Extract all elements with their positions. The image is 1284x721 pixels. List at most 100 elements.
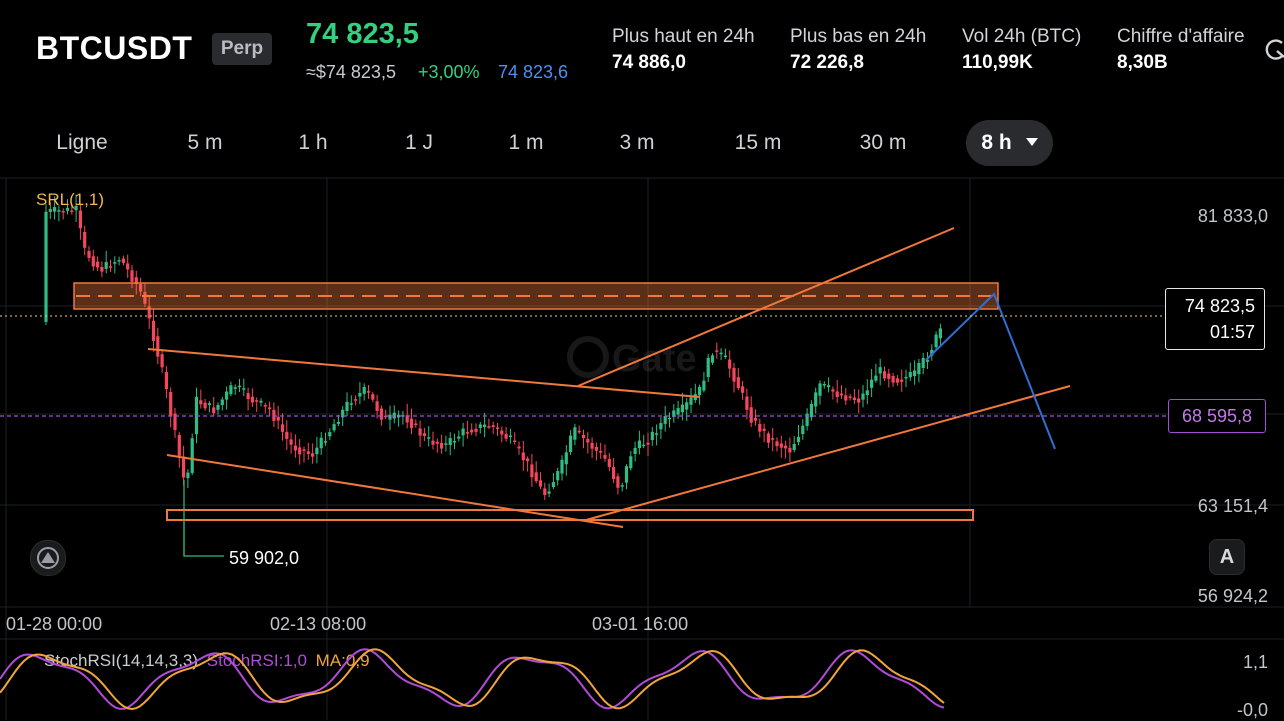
candle-body xyxy=(139,284,143,292)
lower-descending-trendline[interactable] xyxy=(166,454,624,528)
candle-body xyxy=(263,405,267,407)
candle-body xyxy=(534,472,538,482)
candle-body xyxy=(126,263,130,270)
candle-body xyxy=(143,292,147,304)
change-percent: +3,00% xyxy=(418,62,480,82)
candle-body xyxy=(177,435,181,456)
lower-channel-line[interactable] xyxy=(585,385,1071,521)
tab-3m[interactable]: 3 m xyxy=(619,131,655,154)
candle-body xyxy=(375,401,379,411)
candle-body xyxy=(809,403,813,418)
candle-body xyxy=(667,417,672,420)
candle-body xyxy=(164,372,168,390)
candle-body xyxy=(882,371,887,379)
candle-body xyxy=(276,416,280,421)
candle-body xyxy=(483,424,487,428)
candle-body xyxy=(895,378,899,383)
candle-body xyxy=(612,467,616,480)
price-axis-label: 56 924,2 xyxy=(1197,586,1268,606)
candle-body xyxy=(160,354,164,368)
tab-5m[interactable]: 5 m xyxy=(187,131,223,154)
candle-body xyxy=(315,447,319,455)
candle-body xyxy=(134,277,138,285)
candle-body xyxy=(229,385,233,395)
candle-body xyxy=(182,456,186,478)
candle-body xyxy=(758,423,762,432)
level-price-tag[interactable]: 68 595,8 xyxy=(1168,399,1266,433)
stat-high-label: Plus haut en 24h xyxy=(612,26,755,47)
upper-descending-trendline[interactable] xyxy=(147,348,701,398)
candle-body xyxy=(259,400,263,403)
tab-1-month[interactable]: 1 m xyxy=(508,131,544,154)
candle-body xyxy=(908,371,912,378)
tab-1h[interactable]: 1 h xyxy=(298,131,328,154)
time-axis-label: 03-01 16:00 xyxy=(592,614,689,634)
candle-body xyxy=(216,404,220,410)
candle-body xyxy=(839,393,844,396)
candle-body xyxy=(302,449,306,451)
auto-scale-button[interactable]: A xyxy=(1209,539,1245,575)
tab-line[interactable]: Ligne xyxy=(56,131,108,154)
candle-body xyxy=(814,392,818,407)
candle-body xyxy=(289,439,293,445)
candle-body xyxy=(637,440,641,449)
candle-body xyxy=(504,433,508,439)
contract-type-badge: Perp xyxy=(212,33,272,65)
tab-15m[interactable]: 15 m xyxy=(734,131,782,154)
low-marker-line xyxy=(183,520,224,557)
candle-body xyxy=(61,211,65,213)
candle-body xyxy=(397,414,401,418)
candle-body xyxy=(710,355,715,363)
tab-30m[interactable]: 30 m xyxy=(859,131,907,154)
resistance-zone[interactable] xyxy=(73,282,999,310)
current-price-tag: 74 823,5 01:57 xyxy=(1165,288,1265,350)
candle-body xyxy=(865,390,869,395)
candle-body xyxy=(685,402,689,410)
candle-body xyxy=(874,375,878,381)
candle-body xyxy=(444,443,448,445)
stochrsi-panel xyxy=(0,648,945,711)
candle-body xyxy=(775,441,779,447)
candle-body xyxy=(293,445,297,451)
candle-body xyxy=(650,431,654,440)
candlestick-series xyxy=(44,194,942,556)
candle-body xyxy=(900,379,904,382)
symbol-title[interactable]: BTCUSDT xyxy=(36,30,193,66)
candle-body xyxy=(474,428,478,432)
candle-body xyxy=(431,440,435,445)
candle-body xyxy=(792,443,796,450)
candle-body xyxy=(818,383,822,396)
candle-body xyxy=(564,452,568,465)
candle-body xyxy=(319,437,323,449)
candle-body xyxy=(121,258,125,263)
candle-body xyxy=(827,385,831,388)
candle-body xyxy=(891,376,895,383)
refresh-icon[interactable] xyxy=(1262,38,1284,62)
price-axis-label: 63 151,4 xyxy=(1197,496,1268,516)
support-zone[interactable] xyxy=(166,509,974,521)
projection-path[interactable] xyxy=(925,292,1056,450)
candle-body xyxy=(362,386,366,394)
candle-body xyxy=(913,370,917,377)
candle-countdown: 01:57 xyxy=(1209,322,1255,342)
candle-body xyxy=(173,413,177,431)
candle-body xyxy=(551,482,555,488)
candle-body xyxy=(311,453,315,457)
candle-body xyxy=(199,400,203,405)
candle-body xyxy=(280,424,285,432)
candle-body xyxy=(938,328,942,339)
candle-body xyxy=(74,206,78,211)
candle-body xyxy=(560,459,564,474)
tab-8h-dropdown[interactable]: 8 h xyxy=(966,120,1053,166)
candle-body xyxy=(796,436,801,443)
candle-body xyxy=(861,393,865,400)
tab-1d[interactable]: 1 J xyxy=(404,131,433,154)
upper-channel-line[interactable] xyxy=(577,227,955,387)
candle-body xyxy=(220,399,224,405)
drawing-tools-button[interactable] xyxy=(30,540,66,576)
candle-body xyxy=(233,387,237,389)
candle-body xyxy=(835,391,839,398)
stat-volume-value: 110,99K xyxy=(962,52,1033,73)
candle-body xyxy=(848,396,852,398)
